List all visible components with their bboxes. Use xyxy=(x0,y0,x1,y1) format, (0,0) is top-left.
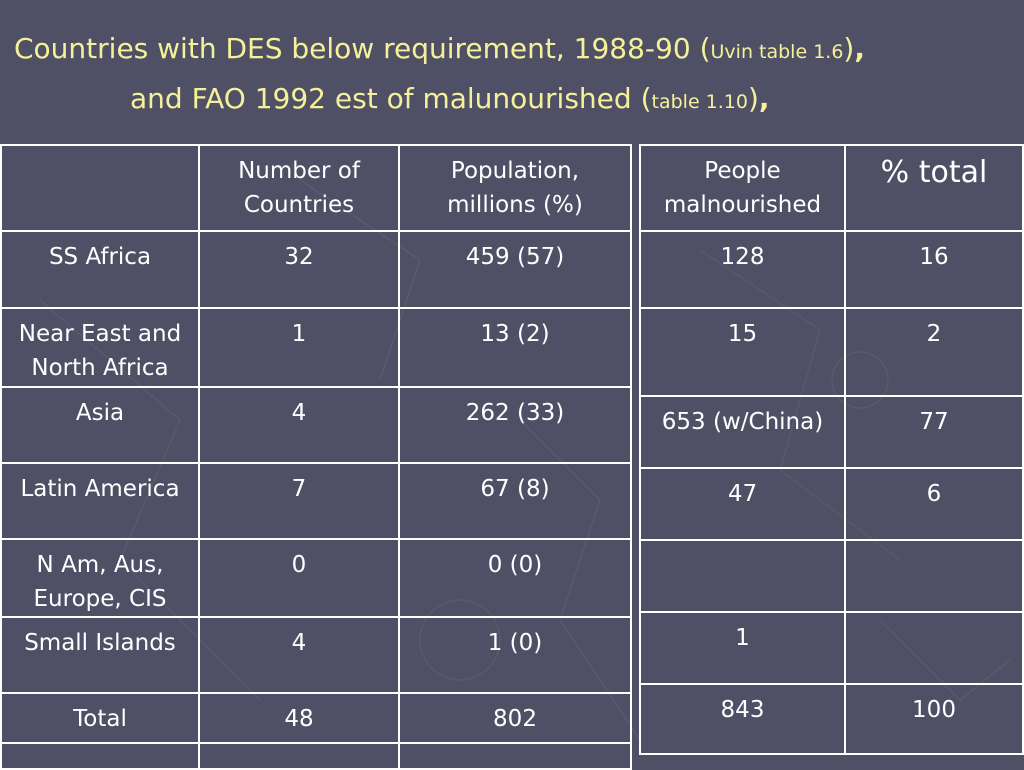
countries-cell xyxy=(198,742,400,770)
table-row: Asia 4 262 (33) xyxy=(0,386,632,464)
countries-cell: 7 xyxy=(198,462,400,540)
people-cell: 843 xyxy=(639,683,846,755)
region-cell: Small Islands xyxy=(0,616,200,694)
population-cell: 262 (33) xyxy=(398,386,632,464)
header-cell-pct: % total xyxy=(844,144,1024,232)
countries-cell: 48 xyxy=(198,692,400,744)
region-cell: N Am, Aus, Europe, CIS xyxy=(0,538,200,618)
table-row: 1 xyxy=(639,611,1024,685)
title-line-1: Countries with DES below requirement, 19… xyxy=(14,32,865,65)
region-cell: Latin America xyxy=(0,462,200,540)
pct-cell: 16 xyxy=(844,230,1024,309)
table-header-row: Number of Countries Population, millions… xyxy=(0,144,632,232)
table-row xyxy=(639,539,1024,613)
people-cell: 15 xyxy=(639,307,846,397)
table-row: 15 2 xyxy=(639,307,1024,397)
countries-cell: 1 xyxy=(198,307,400,388)
pct-cell: 2 xyxy=(844,307,1024,397)
table-row-total: 843 100 xyxy=(639,683,1024,755)
table-row-empty xyxy=(0,742,632,770)
population-cell: 1 (0) xyxy=(398,616,632,694)
pct-cell: 77 xyxy=(844,395,1024,469)
header-cell-population: Population, millions (%) xyxy=(398,144,632,232)
pct-cell: 6 xyxy=(844,467,1024,541)
people-cell: 128 xyxy=(639,230,846,309)
population-cell xyxy=(398,742,632,770)
countries-cell: 4 xyxy=(198,386,400,464)
region-cell: Near East and North Africa xyxy=(0,307,200,388)
pct-cell xyxy=(844,611,1024,685)
population-cell: 0 (0) xyxy=(398,538,632,618)
title-ref-2: table 1.10 xyxy=(651,91,748,113)
des-countries-table: Number of Countries Population, millions… xyxy=(0,144,632,770)
population-cell: 67 (8) xyxy=(398,462,632,540)
table-row: N Am, Aus, Europe, CIS 0 0 (0) xyxy=(0,538,632,618)
people-cell: 1 xyxy=(639,611,846,685)
pct-cell: 100 xyxy=(844,683,1024,755)
malnourished-table: People malnourished % total 128 16 15 2 … xyxy=(639,144,1024,755)
population-cell: 459 (57) xyxy=(398,230,632,309)
table-row: SS Africa 32 459 (57) xyxy=(0,230,632,309)
people-cell: 47 xyxy=(639,467,846,541)
table-header-row: People malnourished % total xyxy=(639,144,1024,232)
header-cell-people: People malnourished xyxy=(639,144,846,232)
population-cell: 13 (2) xyxy=(398,307,632,388)
region-cell: Total xyxy=(0,692,200,744)
people-cell xyxy=(639,539,846,613)
table-row: 47 6 xyxy=(639,467,1024,541)
table-row-total: Total 48 802 xyxy=(0,692,632,744)
countries-cell: 32 xyxy=(198,230,400,309)
people-cell: 653 (w/China) xyxy=(639,395,846,469)
population-cell: 802 xyxy=(398,692,632,744)
region-cell xyxy=(0,742,200,770)
table-row: Latin America 7 67 (8) xyxy=(0,462,632,540)
countries-cell: 0 xyxy=(198,538,400,618)
header-cell-region xyxy=(0,144,200,232)
title-ref-1: Uvin table 1.6 xyxy=(710,41,844,63)
pct-cell xyxy=(844,539,1024,613)
countries-cell: 4 xyxy=(198,616,400,694)
title-line-2: and FAO 1992 est of malunourished (table… xyxy=(130,82,770,115)
region-cell: Asia xyxy=(0,386,200,464)
table-row: 128 16 xyxy=(639,230,1024,309)
table-row: Small Islands 4 1 (0) xyxy=(0,616,632,694)
header-cell-countries: Number of Countries xyxy=(198,144,400,232)
region-cell: SS Africa xyxy=(0,230,200,309)
table-row: 653 (w/China) 77 xyxy=(639,395,1024,469)
table-row: Near East and North Africa 1 13 (2) xyxy=(0,307,632,388)
